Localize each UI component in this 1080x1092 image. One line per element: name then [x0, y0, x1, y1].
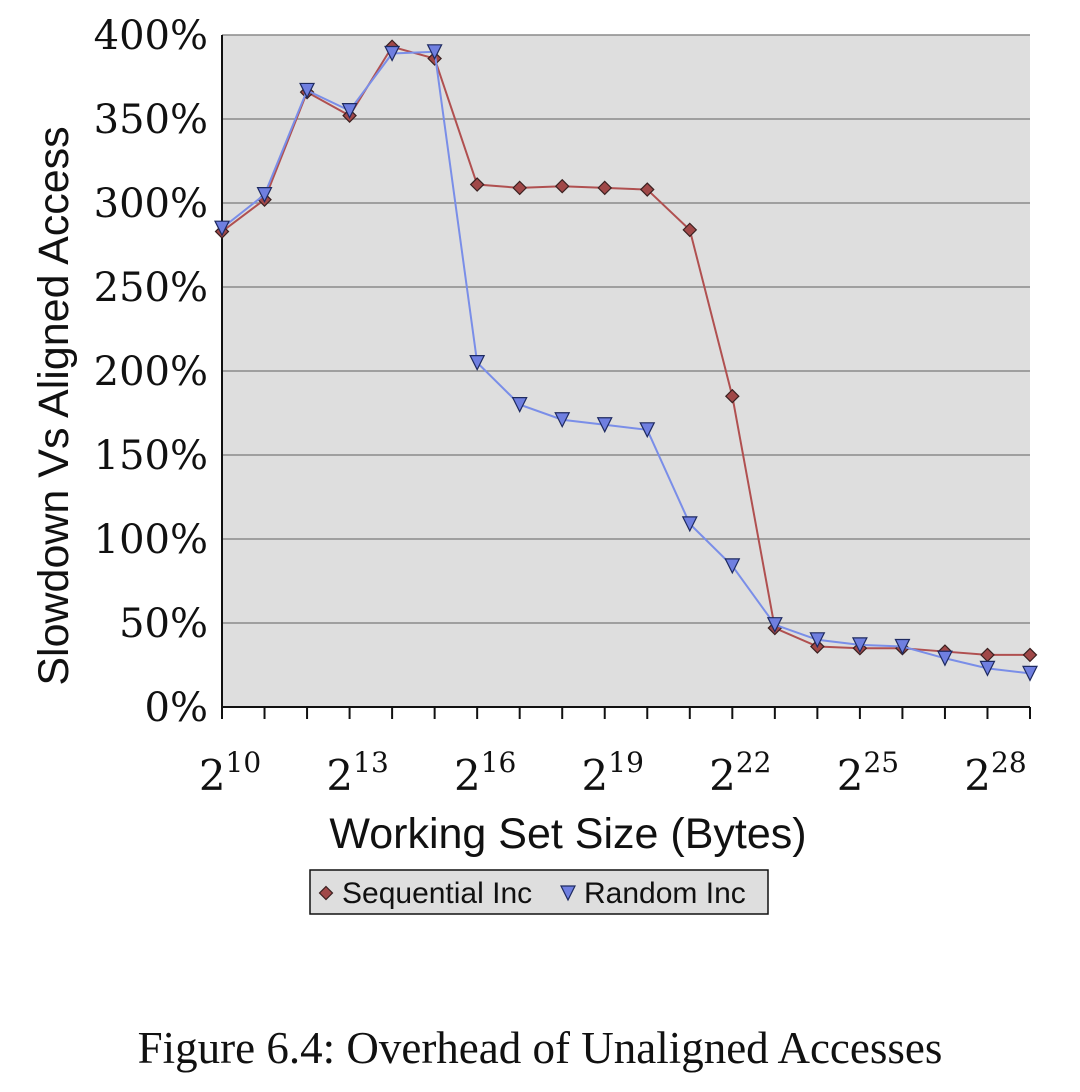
chart: 0% 50% 100% 150% 200% 250% 300% 350% 400% 210 213…	[30, 13, 1038, 915]
figure-caption: Figure 6.4: Overhead of Unaligned Access…	[137, 1023, 943, 1073]
data-point	[809, 632, 826, 649]
x-axis-title: Working Set Size (Bytes)	[329, 810, 806, 858]
data-point	[1022, 665, 1038, 682]
y-tick-label: 50%	[119, 601, 208, 647]
series-random-inc	[214, 44, 1038, 682]
data-point	[936, 650, 953, 667]
data-point	[724, 558, 741, 575]
data-point	[1022, 647, 1038, 663]
x-tick-label: 216	[454, 746, 516, 800]
y-tick-label: 100%	[94, 517, 208, 563]
x-tick-label: 210	[199, 746, 261, 800]
data-point	[639, 422, 656, 439]
data-point	[851, 637, 868, 654]
data-point	[597, 180, 613, 196]
data-point	[512, 180, 528, 196]
series-layer	[214, 39, 1038, 682]
y-tick-label: 350%	[94, 97, 208, 143]
y-tick-label: 150%	[94, 433, 208, 479]
data-point	[256, 187, 273, 203]
legend-box	[309, 869, 769, 915]
data-point	[682, 222, 698, 238]
data-point	[341, 102, 358, 119]
legend-marker-diamond	[318, 885, 334, 901]
data-point	[596, 417, 613, 434]
data-point	[979, 660, 996, 677]
y-tick-label: 200%	[94, 349, 208, 395]
x-tick-label: 222	[709, 746, 771, 800]
y-tick-label: 0%	[145, 685, 208, 731]
y-tick-labels: 0% 50% 100% 150% 200% 250% 300% 350% 400%	[94, 13, 208, 731]
y-tick-label: 300%	[94, 181, 208, 227]
data-point	[766, 617, 783, 634]
data-point	[426, 44, 443, 61]
x-tick-label: 219	[582, 746, 644, 800]
data-point	[299, 82, 316, 99]
y-tick-label: 250%	[94, 265, 208, 311]
data-point	[214, 220, 230, 237]
data-point	[724, 388, 740, 404]
data-point	[639, 182, 655, 197]
data-point	[384, 45, 401, 62]
data-point	[554, 412, 571, 429]
legend-label: Sequential Inc	[342, 877, 532, 910]
data-point	[554, 178, 570, 194]
y-axis-title: Slowdown Vs Aligned Access	[30, 126, 78, 685]
x-tick-labels: 210 213 216 219 222 225 228	[199, 746, 1027, 800]
data-point	[469, 177, 485, 192]
x-tick-label: 213	[326, 746, 388, 800]
legend-marker-triangle-down	[560, 885, 576, 902]
x-tick-label: 228	[964, 746, 1026, 800]
series-line	[221, 50, 1031, 675]
data-point	[681, 516, 698, 533]
legend-label: Random Inc	[584, 877, 746, 910]
x-tick-label: 225	[837, 746, 899, 800]
data-point	[894, 638, 911, 655]
data-point	[511, 397, 528, 413]
axes	[221, 35, 1031, 719]
gridlines	[222, 34, 1030, 624]
y-tick-label: 400%	[94, 13, 208, 59]
legend: Sequential Inc Random Inc	[309, 869, 769, 915]
data-point	[469, 355, 486, 371]
